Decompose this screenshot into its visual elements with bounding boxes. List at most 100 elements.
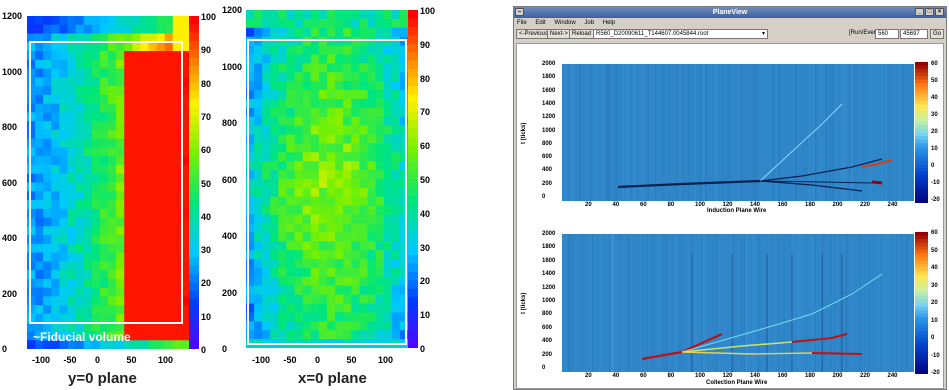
heat-cell xyxy=(391,294,401,305)
heat-cell xyxy=(391,36,401,47)
go-button[interactable]: Go xyxy=(930,29,945,39)
scale-band xyxy=(915,327,928,332)
heat-cell xyxy=(43,305,52,315)
x-tick-label: 200 xyxy=(832,373,843,379)
heat-cell xyxy=(59,147,68,157)
heat-cell xyxy=(91,42,101,52)
heat-cell xyxy=(375,98,385,109)
heat-cell xyxy=(75,24,85,35)
heat-cell xyxy=(294,303,304,313)
track xyxy=(759,103,843,182)
heat-cell xyxy=(67,138,77,148)
scale-band xyxy=(189,324,199,333)
menu-window[interactable]: Window xyxy=(554,20,576,26)
heat-cell xyxy=(83,24,93,35)
heat-cell xyxy=(302,187,312,198)
heat-cell xyxy=(51,147,60,157)
heat-cell xyxy=(132,16,141,26)
heat-cell xyxy=(124,313,133,324)
heat-cell xyxy=(164,33,174,43)
menu-help[interactable]: Help xyxy=(602,20,616,26)
heat-cell xyxy=(124,147,133,157)
heat-cell xyxy=(180,16,189,26)
heat-cell xyxy=(383,179,393,189)
heat-cell xyxy=(262,196,271,207)
heat-cell xyxy=(343,285,352,296)
heat-cell xyxy=(318,179,328,189)
scale-band xyxy=(915,338,928,343)
heat-cell xyxy=(43,182,52,192)
heat-cell xyxy=(270,170,279,180)
heat-cell xyxy=(75,121,85,131)
heat-cell xyxy=(132,235,141,245)
heat-cell xyxy=(108,305,117,315)
run-input[interactable]: 560 xyxy=(875,29,899,39)
heat-cell xyxy=(351,232,360,242)
scale-band xyxy=(915,97,928,102)
heat-cell xyxy=(156,278,166,289)
heat-cell xyxy=(302,134,312,144)
scale-band xyxy=(408,111,418,121)
heat-cell xyxy=(108,252,117,262)
heat-cell xyxy=(254,90,263,100)
heat-cell xyxy=(294,18,304,29)
heat-cell xyxy=(132,156,141,166)
x-tick-label: 50 xyxy=(346,355,357,365)
heat-cell xyxy=(375,125,385,136)
heat-cell xyxy=(310,321,320,331)
close-button[interactable]: × xyxy=(935,8,944,16)
window-menu-button[interactable]: – xyxy=(515,8,524,16)
heat-cell xyxy=(180,42,189,52)
heat-cell xyxy=(172,138,182,148)
heat-cell xyxy=(254,72,263,82)
heat-cell xyxy=(359,72,368,82)
heat-cell xyxy=(270,223,279,233)
menu-file[interactable]: File xyxy=(517,20,527,26)
heat-cell xyxy=(270,214,279,224)
heat-cell xyxy=(286,303,296,313)
heat-cell xyxy=(124,270,133,280)
heat-cell xyxy=(91,129,101,140)
scale-band xyxy=(915,174,928,179)
scale-band xyxy=(408,263,418,273)
heat-cell xyxy=(246,125,255,136)
heat-cell xyxy=(318,18,328,29)
minimize-button[interactable]: _ xyxy=(915,8,924,16)
heat-cell xyxy=(67,94,77,105)
previous-button[interactable]: <-Previous xyxy=(516,29,551,39)
heat-cell xyxy=(148,103,158,113)
scale-band xyxy=(189,332,199,342)
x-tick-label: 40 xyxy=(612,373,620,379)
next-button[interactable]: Next-> xyxy=(547,29,571,39)
heat-cell xyxy=(383,267,393,278)
heat-cell xyxy=(294,312,304,322)
x-tick-label: 20 xyxy=(585,373,592,379)
heat-cell xyxy=(367,152,377,162)
heat-cell xyxy=(335,205,344,216)
heat-cell xyxy=(140,261,149,271)
event-display-canvas[interactable]: 2000 1800 1600 1400 1200 1000 800 600 400 200 0 20… xyxy=(516,43,944,389)
heat-cell xyxy=(180,103,189,113)
scale-band xyxy=(408,77,418,87)
heat-cell xyxy=(59,287,68,297)
scale-band xyxy=(915,121,928,126)
event-input[interactable]: 45697 xyxy=(900,29,928,39)
heat-cell xyxy=(254,107,263,118)
scale-band xyxy=(915,143,928,148)
heat-cell xyxy=(246,54,255,64)
scale-band xyxy=(915,271,928,276)
heat-cell xyxy=(294,259,304,269)
heat-cell xyxy=(302,10,312,20)
heat-cell xyxy=(27,226,36,236)
menu-job[interactable]: Job xyxy=(584,20,595,26)
heat-cell xyxy=(91,252,101,262)
maximize-button[interactable]: □ xyxy=(925,8,934,16)
heat-cell xyxy=(83,208,93,219)
heat-cell xyxy=(99,24,109,35)
x-tick-label: 180 xyxy=(805,202,816,208)
heat-cell xyxy=(367,116,377,127)
heat-cell xyxy=(359,27,368,38)
menu-edit[interactable]: Edit xyxy=(535,20,546,26)
file-select[interactable]: R560_D20090611_T144607.0045844.root ▾ xyxy=(593,29,768,39)
reload-button[interactable]: Reload xyxy=(569,29,595,39)
